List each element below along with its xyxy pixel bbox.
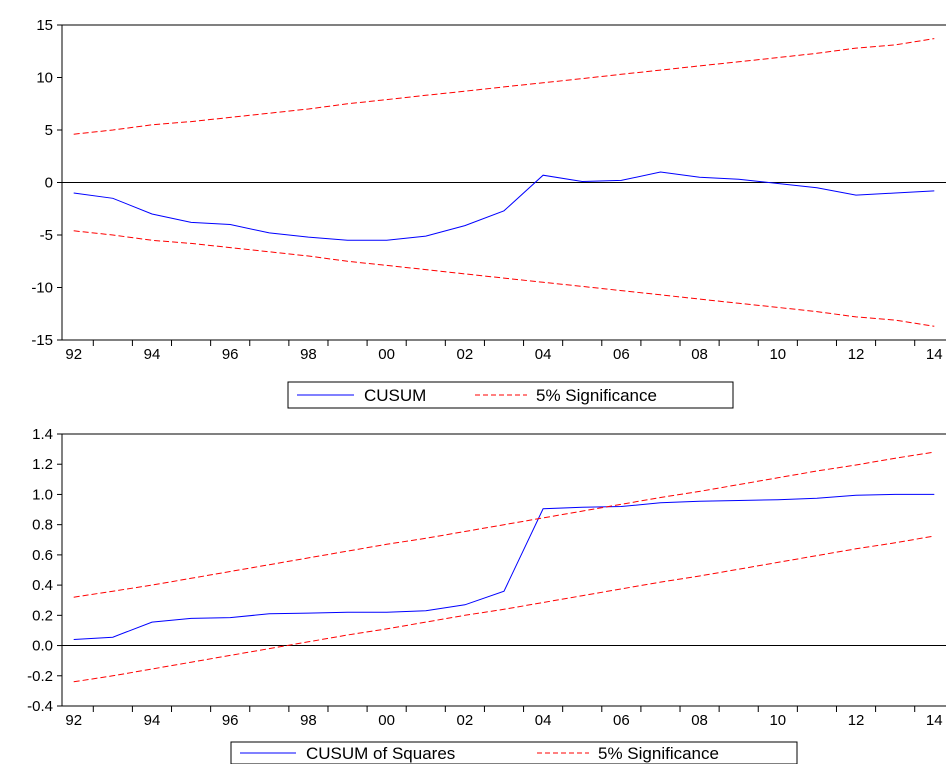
y-tick-label: 0.0 xyxy=(32,638,53,655)
y-tick-label: 15 xyxy=(36,17,53,34)
x-tick-label: 12 xyxy=(848,712,865,729)
legend-label-cusum: CUSUM xyxy=(364,386,426,405)
cusum-legend: CUSUM 5% Significance xyxy=(287,381,734,409)
significance-band-upper xyxy=(73,451,935,598)
x-tick-label: 10 xyxy=(769,346,786,363)
x-tick-label: 14 xyxy=(926,346,943,363)
x-tick-label: 94 xyxy=(144,346,161,363)
x-tick-label: 02 xyxy=(457,712,474,729)
cusum-squares-chart: 1.4 1.2 1.0 0.8 0.6 0.4 0.2 0.0 -0.2 -0.4 92 94 96 98… xyxy=(27,426,946,729)
x-tick-label: 06 xyxy=(613,712,630,729)
significance-band-lower xyxy=(73,230,935,327)
y-tick-label: -0.2 xyxy=(27,668,53,685)
legend-label-significance: 5% Significance xyxy=(536,386,657,405)
y-tick-label: 0.8 xyxy=(32,517,53,534)
x-tick-label: 98 xyxy=(300,712,317,729)
x-tick-label: 00 xyxy=(378,346,395,363)
cusum-chart: 15 10 5 0 -5 -10 -15 92 94 96 98 00 02 04 06 08 10 12 14 xyxy=(31,17,946,363)
y-tick-label: 10 xyxy=(36,70,53,87)
y-tick-label: -5 xyxy=(40,227,53,244)
y-tick-label: 0.2 xyxy=(32,607,53,624)
y-tick-label: 1.4 xyxy=(32,426,53,443)
y-tick-label: 0 xyxy=(45,175,53,192)
y-tick-label: -0.4 xyxy=(27,698,53,715)
x-tick-label: 08 xyxy=(691,346,708,363)
x-tick-label: 10 xyxy=(769,712,786,729)
legend-label-significance: 5% Significance xyxy=(598,744,719,763)
y-tick-label: 0.4 xyxy=(32,577,53,594)
y-tick-label: -15 xyxy=(31,332,53,349)
legend-box xyxy=(230,741,798,764)
x-tick-label: 96 xyxy=(222,346,239,363)
x-tick-label: 96 xyxy=(222,712,239,729)
x-tick-label: 04 xyxy=(535,346,552,363)
y-tick-label: -10 xyxy=(31,280,53,297)
significance-band-upper xyxy=(73,38,935,135)
x-tick-label: 92 xyxy=(65,712,82,729)
y-tick-label: 1.2 xyxy=(32,456,53,473)
x-tick-label: 92 xyxy=(65,346,82,363)
x-tick-label: 14 xyxy=(926,712,943,729)
cusum-series-line xyxy=(73,171,935,241)
x-tick-label: 06 xyxy=(613,346,630,363)
cusum-squares-legend: CUSUM of Squares 5% Significance xyxy=(230,741,798,764)
y-tick-label: 5 xyxy=(45,122,53,139)
x-tick-label: 00 xyxy=(378,712,395,729)
x-tick-label: 04 xyxy=(535,712,552,729)
x-tick-label: 08 xyxy=(691,712,708,729)
x-tick-label: 12 xyxy=(848,346,865,363)
cusum-series-line xyxy=(73,493,935,640)
significance-band-lower xyxy=(73,535,935,683)
x-tick-label: 02 xyxy=(457,346,474,363)
x-tick-label: 98 xyxy=(300,346,317,363)
legend-label-cusum-squares: CUSUM of Squares xyxy=(306,744,455,763)
x-tick-label: 94 xyxy=(144,712,161,729)
y-tick-label: 1.0 xyxy=(32,486,53,503)
y-tick-label: 0.6 xyxy=(32,547,53,564)
